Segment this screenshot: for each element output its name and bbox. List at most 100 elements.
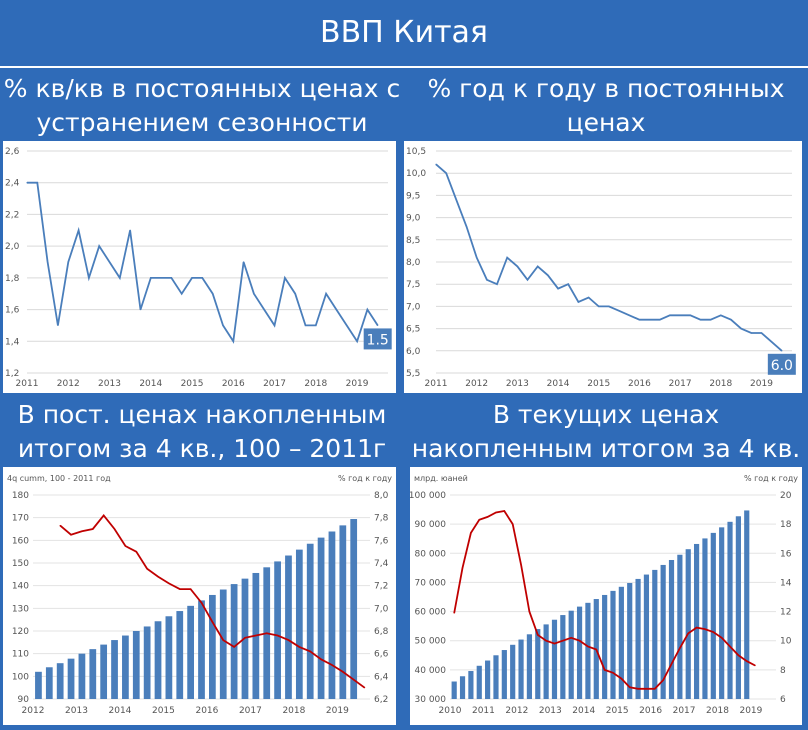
chart-constant-cumulative-svg: 4q cumm, 100 - 2011 год % год к году 90 100… (7, 474, 392, 716)
curr-bar-21 (627, 583, 633, 699)
qoq-point-10 (129, 229, 131, 231)
curr-y-right-tick: 10 (780, 637, 792, 647)
qoq-point-31 (346, 324, 348, 327)
qoq-point-5 (77, 229, 80, 231)
curr-bar-6 (501, 650, 507, 699)
curr-yoy-point-20 (620, 678, 622, 680)
qoq-point-21 (243, 261, 245, 263)
const-x-tick: 2018 (282, 706, 305, 716)
curr-bar-20 (618, 586, 624, 699)
curr-bar-25 (660, 564, 666, 699)
curr-bar-4 (485, 660, 491, 699)
curr-yoy-point-26 (670, 663, 673, 665)
y-tick-label: 1,8 (5, 274, 20, 284)
chart-yoy-svg: 5,5 6,0 6,5 7,0 7,5 8,0 8,5 9,0 9,5 10,0 10,5 2011 2… (406, 147, 796, 389)
const-y-left-tick: 110 (12, 650, 29, 660)
curr-yoy-point-8 (520, 564, 522, 566)
const-yoy-point-17 (244, 637, 246, 639)
x-tick-label: 2017 (263, 379, 286, 389)
const-bar-28 (339, 525, 347, 699)
const-bar-18 (230, 584, 238, 699)
curr-y-right-tick: 6 (780, 695, 786, 705)
x-tick-label: 2013 (98, 379, 121, 389)
curr-bar-15 (576, 606, 583, 699)
qoq-point-27 (304, 324, 307, 327)
curr-y-right-tick: 20 (780, 491, 792, 501)
curr-left-axis-label: млрд. юаней (414, 474, 468, 483)
curr-x-tick: 2012 (505, 706, 528, 716)
const-yoy-point-4 (103, 514, 105, 516)
curr-yoy-point-35 (746, 660, 748, 662)
curr-bar-18 (602, 594, 608, 699)
const-yoy-point-3 (92, 528, 94, 530)
yoy-point-32 (760, 332, 763, 334)
curr-x-tick: 2019 (739, 706, 762, 716)
const-y-left-tick: 160 (12, 536, 29, 546)
const-yoy-point-8 (146, 568, 148, 570)
const-bar-17 (219, 589, 227, 699)
curr-bar-19 (610, 590, 616, 699)
const-y-right-tick: 6,6 (374, 650, 389, 660)
const-bar-15 (198, 600, 205, 699)
x-tick-label: 2015 (587, 379, 610, 389)
yoy-point-5 (486, 279, 488, 281)
yoy-point-23 (669, 314, 671, 316)
curr-bar-29 (693, 543, 700, 699)
yoy-point-34 (781, 350, 783, 352)
x-tick-label: 2014 (139, 379, 162, 389)
const-bar-7 (111, 640, 118, 699)
qoq-point-16 (191, 277, 193, 279)
panel-2-title: % год к году в постоянных ценах (404, 72, 808, 140)
yoy-point-7 (506, 256, 508, 259)
curr-y-left-tick: 30 000 (415, 695, 447, 705)
const-yoy-point-20 (276, 634, 279, 637)
curr-bar-22 (635, 578, 641, 699)
panel-2-title-line2: ценах (566, 108, 646, 137)
curr-yoy-point-16 (587, 645, 589, 648)
curr-yoy-point-0 (453, 612, 455, 614)
const-y-right-tick: 7,2 (374, 582, 388, 592)
y-tick-label: 10,0 (406, 169, 426, 179)
const-yoy-point-21 (287, 639, 290, 641)
x-tick-label: 2013 (506, 379, 529, 389)
const-y-right-tick: 6,4 (374, 672, 389, 682)
qoq-point-32 (356, 340, 358, 342)
y-tick-label: 8,5 (406, 236, 420, 246)
const-bar-3 (67, 658, 75, 699)
qoq-point-26 (294, 293, 296, 295)
curr-x-tick: 2011 (472, 706, 495, 716)
yoy-point-22 (659, 319, 661, 321)
panel-1-title-line1: % кв/кв в постоянных ценах с (3, 74, 401, 103)
curr-bar-11 (543, 624, 549, 699)
curr-yoy-point-31 (712, 631, 714, 633)
const-yoy-point-0 (59, 525, 61, 527)
const-bar-9 (132, 631, 140, 699)
x-tick-label: 2012 (465, 379, 488, 389)
curr-bar-1 (459, 676, 466, 699)
const-x-tick: 2019 (326, 706, 349, 716)
const-yoy-point-15 (222, 639, 224, 641)
const-bar-27 (328, 531, 336, 699)
const-yoy-point-2 (81, 530, 83, 532)
qoq-point-14 (170, 277, 172, 279)
qoq-point-8 (108, 261, 111, 263)
const-y-right-tick: 6,2 (374, 695, 388, 705)
panel-2-title-line1: % год к году в постоянных (427, 74, 785, 103)
curr-y-right-tick: 14 (780, 578, 792, 588)
y-tick-label: 9,5 (406, 191, 420, 201)
curr-y-left-tick: 50 000 (415, 637, 447, 647)
panel-4-title: В текущих ценах накопленным итогом за 4 … (404, 398, 808, 466)
curr-bar-34 (735, 516, 741, 699)
const-yoy-point-7 (135, 551, 137, 553)
const-yoy-point-1 (70, 534, 72, 536)
curr-yoy-point-21 (629, 686, 631, 688)
qoq-point-20 (232, 340, 234, 342)
curr-bar-27 (677, 554, 683, 699)
yoy-point-25 (689, 314, 691, 316)
qoq-point-0 (26, 182, 28, 184)
curr-yoy-point-10 (537, 634, 539, 636)
x-tick-label: 2018 (304, 379, 327, 389)
curr-yoy-point-22 (637, 688, 639, 690)
qoq-point-28 (315, 324, 317, 327)
panel-1-title: % кв/кв в постоянных ценах с устранением… (0, 72, 404, 140)
